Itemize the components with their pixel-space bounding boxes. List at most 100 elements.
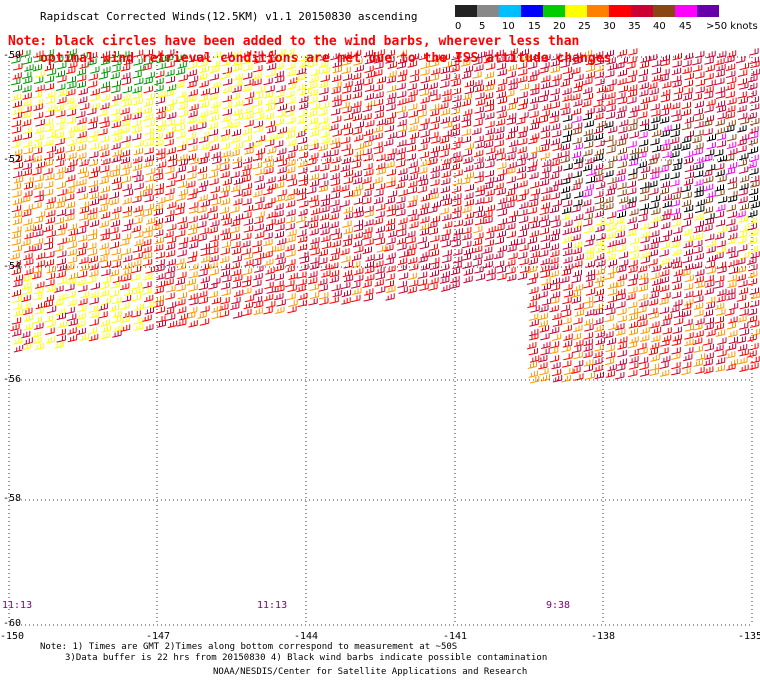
wind-barb [672,52,682,61]
wind-barb [219,134,229,142]
wind-barb [178,188,189,197]
wind-barb [747,257,757,265]
wind-barb [573,191,584,199]
wind-barb [452,205,462,214]
wind-barb [154,70,165,78]
wind-barb [585,269,596,277]
wind-barb [739,82,749,90]
wind-barb [604,202,614,211]
wind-barb [11,140,21,149]
wind-barb [76,80,86,89]
wind-barb [540,220,551,228]
wind-barb [616,301,626,309]
wind-barb [626,229,637,237]
wind-barb [692,93,702,101]
wind-barb [263,307,273,315]
wind-barb [46,68,57,76]
wind-barb [319,164,330,172]
wind-barb [428,82,438,90]
wind-barb [252,162,262,170]
wind-barb [585,64,595,73]
wind-barb [494,182,504,190]
wind-barb [188,271,198,279]
wind-barb [596,120,606,128]
wind-barb [57,89,67,97]
wind-barb [11,238,21,246]
wind-barb [508,77,518,86]
wind-barb [121,175,131,184]
wind-barb [725,237,736,245]
wind-barb [120,107,130,115]
wind-barb [186,255,197,263]
wind-barb [529,286,539,295]
wind-barb [46,104,56,113]
wind-barb [593,350,603,359]
wind-barb [329,275,339,284]
wind-barb [153,203,163,212]
wind-barb [111,120,121,129]
wind-barb [516,172,527,180]
wind-barb [728,190,738,198]
wind-barb [164,89,175,97]
wind-barb [330,172,340,181]
wind-barb [693,323,703,331]
wind-barb [508,126,518,134]
wind-barb [637,161,647,169]
wind-barb [364,183,375,191]
wind-barb [233,79,243,87]
wind-barb [473,79,483,88]
wind-barb [12,217,23,226]
wind-barb [109,51,119,59]
wind-barb [649,166,660,175]
wind-barb [43,54,53,62]
wind-barb [230,92,241,101]
wind-barb [332,289,342,298]
wind-barb [45,251,55,259]
wind-barb [88,151,99,159]
wind-barb [57,188,67,197]
wind-barb [672,326,682,334]
wind-barb [651,207,661,216]
wind-barb [484,176,495,185]
wind-barb [165,60,175,69]
wind-barb [76,186,86,194]
wind-barb [407,186,417,195]
wind-barb [449,59,460,67]
wind-barb [540,109,550,118]
wind-barb [725,83,735,91]
wind-barb [571,151,581,159]
wind-barb [200,142,210,151]
wind-barb [550,159,560,167]
wind-barb [627,279,637,287]
wind-barb [45,96,56,105]
wind-barb [671,234,681,243]
legend-swatch [521,5,543,17]
wind-barb [11,183,21,191]
legend-label: 25 [578,21,591,32]
wind-barb [541,278,551,286]
wind-barb [616,238,626,246]
wind-barb [571,290,581,298]
wind-barb [155,280,165,288]
wind-barb [494,174,504,183]
wind-barb [606,231,616,240]
wind-barb [364,273,375,282]
wind-barb [309,262,320,270]
wind-barb [44,294,55,303]
wind-barb [715,86,725,94]
wind-barb [353,245,364,254]
wind-barb [12,148,23,157]
wind-barb [640,96,650,105]
wind-barb [716,308,726,316]
wind-barb [749,103,760,111]
wind-barb [318,80,329,89]
wind-barb [209,177,219,186]
wind-barb [87,80,98,88]
wind-barb [222,101,233,110]
wind-barb [494,237,504,245]
wind-barb [540,258,550,266]
wind-barb [79,256,89,265]
wind-barb [430,165,440,173]
wind-barb [475,189,485,197]
wind-barb [559,276,570,284]
